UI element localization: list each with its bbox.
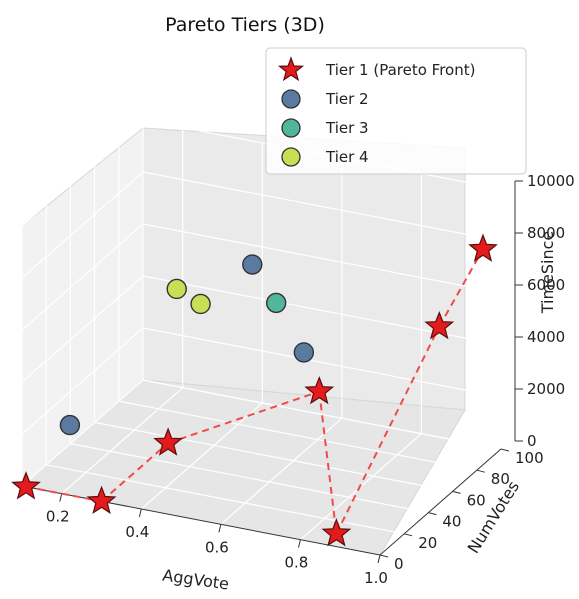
tier1-connector-line — [335, 326, 441, 535]
tier-1-star-marker — [321, 518, 352, 547]
tier-1-star-marker — [304, 375, 335, 405]
tier-1-star-marker — [424, 310, 455, 340]
legend-circle-icon — [281, 118, 301, 138]
z-tick-label: 4000 — [527, 328, 565, 346]
y-tick-label: 100 — [515, 449, 544, 467]
z-axis-label: TimeSince — [538, 231, 557, 315]
y-tick-label: 0 — [394, 555, 404, 573]
grid-lines — [21, 119, 502, 556]
axes: 0.20.40.60.81.00204060801000200040006000… — [21, 172, 575, 587]
y-tick-label: 60 — [467, 491, 486, 509]
tier-1-star-marker — [86, 485, 117, 515]
legend-star-icon — [277, 56, 305, 82]
x-tick-label: 0.2 — [46, 508, 70, 526]
legend-circle-icon — [281, 89, 301, 109]
tier-4-point-marker — [190, 293, 211, 315]
tier1-connector-line — [167, 390, 320, 444]
y-axis-label: NumVotes — [464, 477, 523, 556]
tier-2-point-marker — [293, 342, 315, 363]
y-tick-label: 20 — [418, 534, 437, 552]
z-tick-label: 10000 — [527, 172, 575, 190]
legend-entry-label: Tier 3 — [325, 119, 369, 137]
legend-entry-label: Tier 4 — [325, 148, 369, 166]
tier-2-point-marker — [59, 414, 81, 436]
tier-1-star-marker — [11, 471, 41, 500]
x-axis-label: AggVote — [161, 565, 230, 593]
tier-4-point-marker — [166, 278, 187, 300]
data-markers — [11, 233, 498, 547]
x-tick-label: 0.6 — [205, 538, 229, 556]
legend-circle-icon — [281, 147, 301, 167]
tier1-connector-lines — [25, 248, 484, 535]
tier-2-point-marker — [242, 254, 263, 275]
tier1-connector-line — [438, 248, 484, 328]
z-tick-label: 0 — [527, 432, 537, 450]
legend: Tier 1 (Pareto Front) Tier 2 Tier 3 Tier 4 — [265, 47, 527, 175]
tier-1-star-marker — [153, 427, 183, 456]
x-tick-label: 1.0 — [364, 569, 388, 587]
chart-title: Pareto Tiers (3D) — [165, 14, 325, 36]
x-tick-label: 0.4 — [125, 523, 149, 541]
tier1-connector-line — [100, 442, 169, 503]
tier-3-point-marker — [265, 292, 287, 314]
z-tick-label: 8000 — [527, 224, 565, 242]
legend-entry-label: Tier 2 — [325, 90, 369, 108]
z-tick-label: 2000 — [527, 380, 565, 398]
z-tick-label: 6000 — [527, 276, 565, 294]
x-tick-label: 0.8 — [285, 554, 309, 572]
legend-entry-label: Tier 1 (Pareto Front) — [325, 61, 475, 79]
tier1-connector-line — [25, 485, 102, 503]
y-tick-label: 40 — [442, 513, 461, 531]
y-tick-label: 80 — [491, 470, 510, 488]
tier-1-star-marker — [468, 233, 498, 262]
